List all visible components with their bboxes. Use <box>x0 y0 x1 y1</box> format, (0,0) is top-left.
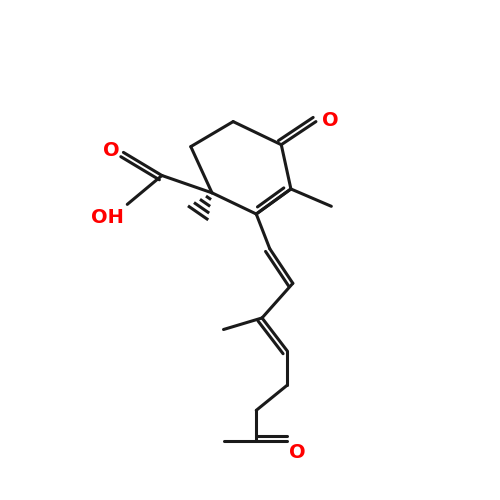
Text: O: O <box>289 443 306 462</box>
Text: O: O <box>322 112 338 130</box>
Text: OH: OH <box>90 208 124 227</box>
Text: O: O <box>103 141 120 160</box>
